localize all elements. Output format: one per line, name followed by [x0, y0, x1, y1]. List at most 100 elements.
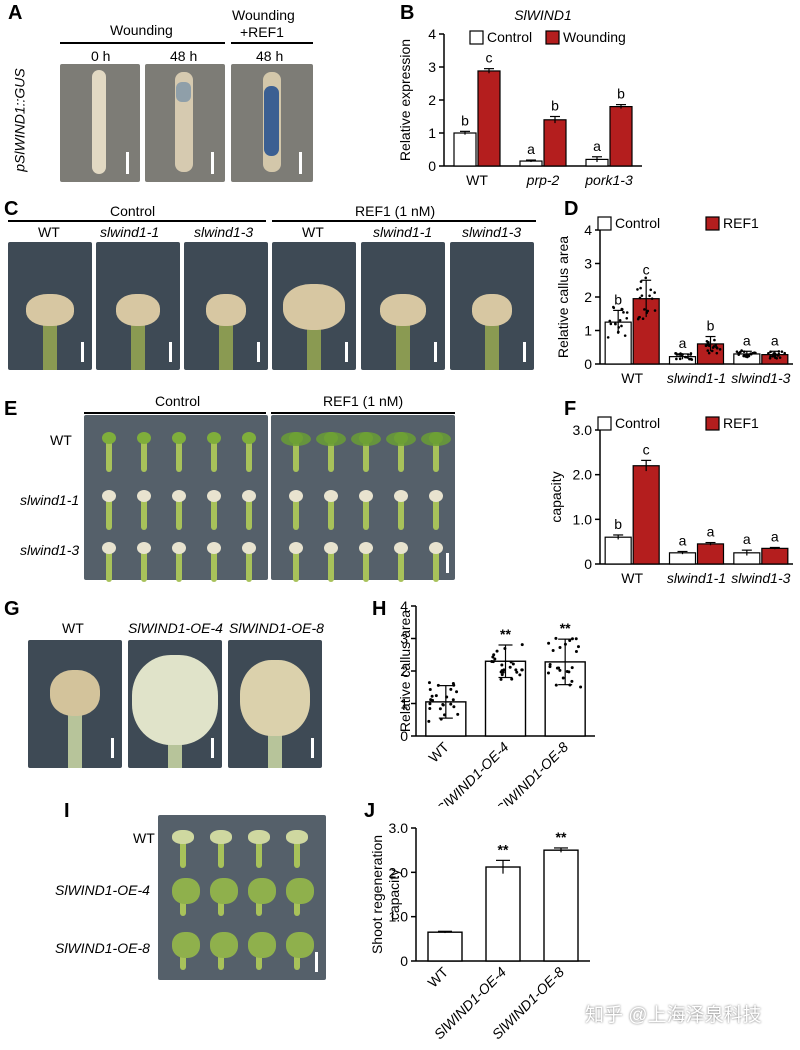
g-callus-1: [50, 670, 100, 716]
c-group-ref1: REF1 (1 nM): [355, 203, 436, 219]
c-callus-5: [380, 294, 426, 326]
e-explant-head-0-0-0: [102, 432, 116, 444]
d-point-1-1-5: [710, 349, 714, 353]
d-point-1-0-16: [650, 297, 654, 300]
a-photo-48h: [145, 64, 225, 182]
c-photo-4: [272, 242, 356, 370]
i-row-label-3: SlWIND1-OE-8: [55, 940, 150, 956]
h-point-2-16: [548, 663, 552, 667]
c-photo-1: [8, 242, 92, 370]
j-y-tick-label-1: 1.0: [389, 909, 409, 925]
h-y-tick-label-3: 3: [400, 631, 408, 647]
i-explant-head-1-0: [172, 878, 200, 904]
j-x-tick-label-0: WT: [424, 963, 451, 990]
e-explant-stem-0-1-3: [211, 494, 217, 530]
e-group-line-control: [84, 412, 266, 414]
d-point-0-0-2: [623, 334, 627, 337]
e-explant-head-1-2-0: [289, 542, 303, 554]
d-point-1-1-2: [714, 343, 718, 347]
d-point-0-0-3: [618, 319, 622, 322]
g-scale-bar-3: [311, 738, 314, 758]
f-x-tick-label-2: slwind1-3: [731, 570, 790, 586]
j-sig-2: **: [556, 829, 567, 845]
i-explant-head-2-1: [210, 932, 238, 958]
b-legend-label-1: Wounding: [563, 29, 626, 45]
h-point-0-7: [442, 713, 446, 717]
d-y-tick-label-4: 4: [584, 222, 592, 238]
d-y-tick-label-3: 3: [584, 256, 592, 272]
d-sig-letter-0-2: a: [743, 332, 751, 348]
i-explant-head-0-3: [286, 830, 308, 844]
h-sig-1: **: [500, 626, 511, 642]
chart-h: 0 1 2 3 4 WT ** SlWIND1-OE-4 ** SlWIND1-OE-8 Relat…: [380, 596, 630, 817]
b-bar-control-0: [453, 132, 477, 167]
d-point-0-0-4: [620, 324, 623, 328]
j-y-axis-title-line1: Shoot regeneration: [369, 835, 385, 954]
h-point-2-18: [558, 646, 562, 650]
a-scale-bar-1: [126, 152, 129, 174]
d-point-0-0-11: [622, 311, 625, 314]
e-explant-head-1-1-1: [324, 490, 338, 502]
h-point-2-21: [570, 637, 574, 641]
b-y-tick-label-4: 4: [428, 26, 436, 42]
panel-label-i: I: [64, 800, 70, 822]
b-y-tick-label-3: 3: [428, 59, 436, 75]
d-point-1-0-17: [636, 288, 639, 291]
e-explant-stem-1-2-0: [293, 546, 299, 582]
f-sig-letter-0-0: b: [614, 516, 622, 532]
a-photo-48h-ref1: [231, 64, 313, 182]
d-point-1-1-11: [707, 344, 711, 348]
panel-label-f: F: [564, 398, 577, 420]
f-y-tick-label-0: 0: [584, 556, 592, 572]
chart-b: 0 1 2 3 4 WT b c prp-2 a b pork1-3 a b Control Wounding…: [392, 0, 652, 195]
d-point-1-0-12: [643, 308, 646, 311]
panel-label-b: B: [400, 2, 415, 24]
d-point-1-0-13: [640, 294, 644, 297]
a-gus-stain-48h-ref1: [264, 86, 279, 156]
d-point-0-0-16: [620, 307, 624, 311]
h-point-1-14: [511, 662, 515, 666]
d-point-0-0-17: [614, 322, 617, 326]
c-group-line-ref1: [272, 220, 536, 222]
h-point-0-20: [455, 690, 459, 694]
d-point-1-2-16: [767, 351, 770, 355]
a-group-line-wounding: [60, 42, 225, 44]
h-point-1-13: [503, 646, 507, 650]
f-sig-letter-0-1: a: [679, 532, 687, 548]
c-photo-3: [184, 242, 268, 370]
a-group-wounding-ref1-line2: +REF1: [240, 24, 284, 40]
c-photo-6: [450, 242, 534, 370]
h-y-tick-label-1: 1: [400, 696, 408, 712]
g-genotype-1: WT: [62, 620, 84, 636]
h-point-0-21: [451, 698, 455, 702]
b-sig-letter-1-0: c: [486, 50, 493, 66]
d-point-1-0-6: [644, 276, 648, 280]
b-sig-letter-0-2: a: [593, 138, 601, 154]
b-sig-letter-1-1: b: [551, 98, 559, 114]
b-sig-letter-0-1: a: [527, 141, 535, 157]
d-point-1-1-12: [718, 348, 722, 351]
d-point-1-0-8: [648, 294, 651, 298]
c-scale-bar-3: [257, 342, 260, 362]
e-explant-stem-1-0-1: [328, 436, 334, 472]
d-point-1-0-11: [638, 296, 642, 300]
e-explant-head-0-0-4: [242, 432, 256, 444]
i-explant-head-1-1: [210, 878, 238, 904]
d-legend-label-0: Control: [615, 215, 660, 231]
h-point-2-13: [547, 641, 551, 645]
i-explant-head-1-3: [286, 878, 314, 904]
panel-label-g: G: [4, 598, 20, 620]
a-ylabel-reporter: pSlWIND1::GUS: [11, 68, 28, 172]
f-bar-ref1-1: [696, 543, 725, 565]
d-point-1-2-17: [777, 353, 780, 357]
b-y-axis-title: Relative expression: [397, 39, 413, 161]
e-row-label-3: slwind1-3: [20, 542, 80, 558]
e-explant-head-1-2-4: [429, 542, 443, 554]
h-point-0-8: [428, 707, 432, 711]
e-explant-stem-0-2-4: [246, 546, 252, 582]
d-sig-letter-1-2: a: [771, 332, 779, 348]
e-explant-leaves-2: [351, 432, 381, 446]
panel-label-d: D: [564, 198, 579, 220]
h-point-2-1: [570, 679, 574, 683]
e-group-control: Control: [155, 393, 201, 409]
